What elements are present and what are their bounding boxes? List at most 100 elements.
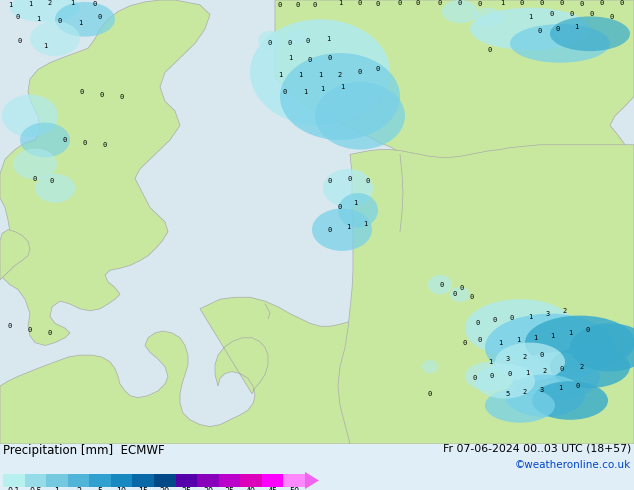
Ellipse shape xyxy=(280,53,400,140)
Text: 0: 0 xyxy=(83,140,87,146)
Text: 0: 0 xyxy=(50,178,54,184)
Ellipse shape xyxy=(473,8,503,27)
Text: 1: 1 xyxy=(498,340,502,345)
Text: 0: 0 xyxy=(63,137,67,143)
Text: 0: 0 xyxy=(478,337,482,343)
Text: 1: 1 xyxy=(78,20,82,26)
Text: 1: 1 xyxy=(516,337,520,343)
Text: 1: 1 xyxy=(55,488,60,490)
Text: 0: 0 xyxy=(600,0,604,6)
Text: 0: 0 xyxy=(586,327,590,333)
Text: 0: 0 xyxy=(348,175,352,181)
Text: Precipitation [mm]  ECMWF: Precipitation [mm] ECMWF xyxy=(3,444,165,457)
Text: 0: 0 xyxy=(520,0,524,6)
Text: 0: 0 xyxy=(366,178,370,184)
Ellipse shape xyxy=(465,299,575,357)
Text: 0: 0 xyxy=(416,0,420,6)
Bar xyxy=(3,474,25,487)
Polygon shape xyxy=(0,0,210,345)
Text: 1: 1 xyxy=(533,335,537,341)
Text: 1: 1 xyxy=(574,24,578,30)
Text: 0: 0 xyxy=(376,67,380,73)
Text: 40: 40 xyxy=(246,488,256,490)
Text: 0: 0 xyxy=(460,285,464,291)
Text: 0: 0 xyxy=(376,1,380,7)
Text: 1: 1 xyxy=(528,314,532,319)
Text: 1: 1 xyxy=(288,55,292,61)
Text: 0: 0 xyxy=(308,57,312,63)
Ellipse shape xyxy=(485,388,555,423)
Text: 0: 0 xyxy=(306,38,310,44)
Text: 0: 0 xyxy=(100,92,104,98)
Text: 0: 0 xyxy=(16,14,20,21)
Text: 1: 1 xyxy=(488,359,492,365)
Text: 1: 1 xyxy=(363,221,367,227)
Text: 3: 3 xyxy=(506,356,510,362)
Bar xyxy=(111,474,133,487)
Ellipse shape xyxy=(570,323,634,371)
Text: 2: 2 xyxy=(563,308,567,314)
Text: 0: 0 xyxy=(476,320,480,326)
Text: 0.1: 0.1 xyxy=(8,488,20,490)
Text: 0: 0 xyxy=(610,14,614,21)
Text: 0: 0 xyxy=(313,2,317,8)
Polygon shape xyxy=(347,79,382,121)
Bar xyxy=(176,474,197,487)
Text: 0: 0 xyxy=(296,2,300,8)
Text: 2: 2 xyxy=(543,368,547,373)
Text: 1: 1 xyxy=(568,330,572,336)
Text: 1: 1 xyxy=(525,369,529,375)
Text: 1: 1 xyxy=(558,385,562,391)
Ellipse shape xyxy=(475,364,535,398)
Bar xyxy=(219,474,240,487)
Text: 0: 0 xyxy=(33,175,37,181)
Polygon shape xyxy=(0,230,30,280)
Bar xyxy=(262,474,283,487)
Ellipse shape xyxy=(525,316,634,369)
Text: 15: 15 xyxy=(138,488,148,490)
Text: 1: 1 xyxy=(500,0,504,6)
Text: 1: 1 xyxy=(326,36,330,42)
Ellipse shape xyxy=(35,174,75,203)
Bar xyxy=(25,474,46,487)
Ellipse shape xyxy=(465,362,515,391)
Text: 0: 0 xyxy=(438,0,442,6)
Text: 0: 0 xyxy=(328,55,332,61)
Text: 1: 1 xyxy=(320,86,324,92)
Text: 0: 0 xyxy=(328,178,332,184)
Text: 2: 2 xyxy=(338,73,342,78)
Text: 1: 1 xyxy=(8,2,12,8)
Ellipse shape xyxy=(428,275,452,294)
Ellipse shape xyxy=(495,343,565,381)
Text: 0: 0 xyxy=(580,1,584,7)
Text: 0: 0 xyxy=(18,38,22,44)
Text: 5: 5 xyxy=(506,391,510,397)
Text: 0: 0 xyxy=(398,0,402,6)
Text: 2: 2 xyxy=(523,354,527,360)
Text: 30: 30 xyxy=(203,488,213,490)
Text: 0: 0 xyxy=(278,2,282,8)
Text: 0: 0 xyxy=(508,371,512,377)
Text: 0: 0 xyxy=(98,14,102,21)
Text: ©weatheronline.co.uk: ©weatheronline.co.uk xyxy=(515,460,631,470)
Text: 0: 0 xyxy=(268,41,272,47)
Ellipse shape xyxy=(20,122,70,157)
Text: 1: 1 xyxy=(338,0,342,6)
Text: 1: 1 xyxy=(298,73,302,78)
Text: 3: 3 xyxy=(546,311,550,317)
Ellipse shape xyxy=(250,19,390,125)
Text: 0: 0 xyxy=(328,227,332,233)
Ellipse shape xyxy=(288,29,308,45)
Ellipse shape xyxy=(550,16,630,51)
Bar xyxy=(240,474,262,487)
Text: 0: 0 xyxy=(428,391,432,397)
Text: 5: 5 xyxy=(98,488,103,490)
Text: 0: 0 xyxy=(283,89,287,95)
Ellipse shape xyxy=(532,381,608,420)
Text: 0: 0 xyxy=(490,373,494,379)
Text: 0: 0 xyxy=(576,383,580,389)
Text: 0: 0 xyxy=(80,89,84,95)
Text: 0: 0 xyxy=(453,292,457,297)
Text: 0: 0 xyxy=(560,0,564,6)
Ellipse shape xyxy=(10,0,80,22)
